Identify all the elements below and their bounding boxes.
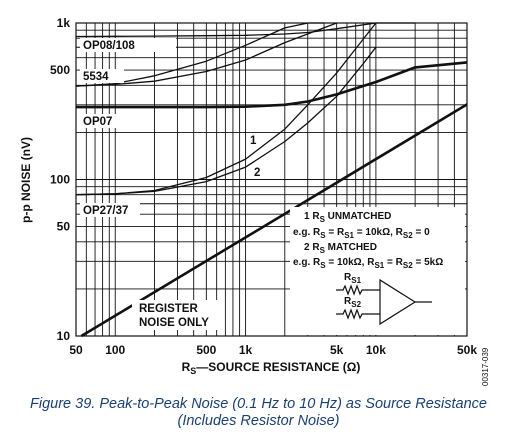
x-tick-label: 50k <box>457 343 477 357</box>
y-axis-title: p-p NOISE (nV) <box>19 137 33 223</box>
svg-text:e.g. RS = 10kΩ, RS1 = RS2 = 5k: e.g. RS = 10kΩ, RS1 = RS2 = 5kΩ <box>293 257 443 270</box>
x-tick-label: 100 <box>105 343 125 357</box>
figure-id: 00317-039 <box>481 347 490 386</box>
register-label-bg <box>132 300 218 330</box>
series-line-2 <box>75 22 337 87</box>
svg-text:1 RS UNMATCHED: 1 RS UNMATCHED <box>304 211 391 224</box>
register-label-line2: NOISE ONLY <box>139 317 209 329</box>
op27-label: OP27/37 <box>83 205 128 217</box>
legend-annotation: 1 RS UNMATCHED e.g. RS = RS1 = 10kΩ, RS2… <box>293 211 443 270</box>
op07-label: OP07 <box>83 116 112 128</box>
figure-caption-line1: Figure 39. Peak-to-Peak Noise (0.1 Hz to… <box>30 396 487 412</box>
n5534-label-bg <box>80 69 124 83</box>
op08-label: OP08/108 <box>83 40 135 52</box>
svg-text:RS2: RS2 <box>344 296 362 309</box>
figure-caption-line2: (Includes Resistor Noise) <box>177 413 340 429</box>
n5534-label: 5534 <box>83 71 109 83</box>
svg-text:2 RS MATCHED: 2 RS MATCHED <box>304 242 377 255</box>
x-tick-label: 50 <box>69 343 83 357</box>
op-amp-icon <box>379 278 417 326</box>
x-tick-label: 1k <box>239 343 253 357</box>
series-curves <box>75 22 468 338</box>
y-tick-label: 50 <box>57 220 71 234</box>
amplifier-schematic: RS1 RS2 <box>336 272 432 326</box>
svg-text:e.g. RS = RS1 = 10kΩ, RS2 = 0: e.g. RS = RS1 = 10kΩ, RS2 = 0 <box>293 227 430 240</box>
x-tick-label: 500 <box>196 343 216 357</box>
y-tick-label: 100 <box>50 173 70 187</box>
x-axis-title: RS—SOURCE RESISTANCE (Ω) <box>182 360 361 376</box>
plot-frame <box>75 22 468 337</box>
x-tick-label: 10k <box>366 343 386 357</box>
resistor-rs2-icon <box>336 308 380 320</box>
curve-2-label: 2 <box>254 167 260 179</box>
op08-label-bg <box>80 38 176 52</box>
series-line-3 <box>76 61 468 109</box>
y-tick-label: 10 <box>57 329 71 343</box>
series-line-5 <box>75 46 377 196</box>
curve-1-label: 1 <box>250 135 257 147</box>
series-line-0 <box>75 22 416 38</box>
resistor-rs1-icon <box>336 284 380 296</box>
y-tick-label: 1k <box>57 16 71 30</box>
op27-label-bg <box>80 203 140 217</box>
series-line-6 <box>80 103 468 338</box>
svg-text:RS1: RS1 <box>344 272 362 285</box>
op07-label-bg <box>80 114 124 128</box>
register-label-line1: REGISTER <box>139 303 198 315</box>
y-tick-label: 500 <box>50 63 70 77</box>
x-tick-label: 5k <box>330 343 344 357</box>
